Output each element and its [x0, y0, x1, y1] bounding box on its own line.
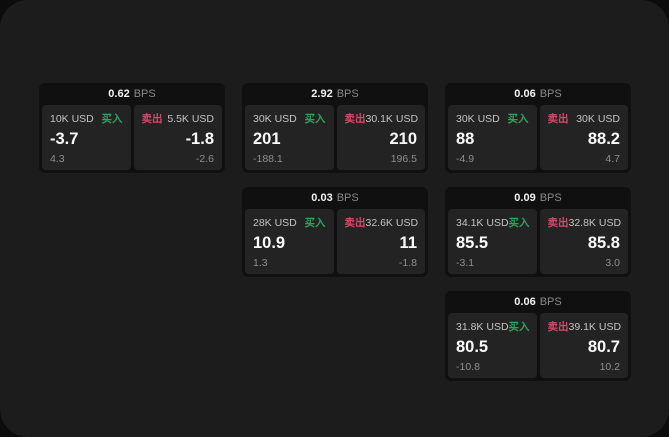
quote-panels: 28K USD 买入 10.9 1.3 卖出 32.6K USD 11 -1.8 [245, 209, 425, 274]
sell-delta: -2.6 [195, 153, 214, 165]
card-header: 0.09 BPS [445, 187, 631, 209]
quote-card[interactable]: 2.92 BPS 30K USD 买入 201 -188.1 卖出 30.1K … [242, 83, 428, 173]
buy-price: 88 [456, 130, 475, 149]
buy-delta: 4.3 [50, 153, 65, 165]
quote-panels: 30K USD 买入 201 -188.1 卖出 30.1K USD 210 1… [245, 105, 425, 170]
buy-price: 80.5 [456, 338, 489, 357]
sell-price: -1.8 [185, 130, 214, 149]
sell-panel[interactable]: 卖出 39.1K USD 80.7 10.2 [539, 313, 628, 378]
sell-delta: 10.2 [599, 361, 620, 373]
bps-unit-label: BPS [336, 88, 359, 100]
quote-panels: 31.8K USD 买入 80.5 -10.8 卖出 39.1K USD 80.… [448, 313, 628, 378]
sell-tag[interactable]: 卖出 [344, 217, 366, 229]
buy-tag[interactable]: 买入 [304, 217, 326, 229]
sell-amount: 30.1K USD [365, 112, 419, 125]
bps-value: 0.62 [108, 88, 130, 100]
buy-tag[interactable]: 买入 [101, 113, 123, 125]
buy-price: 10.9 [253, 234, 286, 253]
quote-card[interactable]: 0.62 BPS 10K USD 买入 -3.7 4.3 卖出 5.5K USD… [39, 83, 225, 173]
sell-price: 80.7 [587, 338, 620, 357]
buy-panel[interactable]: 34.1K USD 买入 85.5 -3.1 [448, 209, 537, 274]
buy-delta: -188.1 [253, 153, 283, 165]
buy-delta: -3.1 [456, 257, 475, 269]
sell-price: 88.2 [587, 130, 620, 149]
sell-amount: 5.5K USD [167, 112, 214, 125]
sell-amount: 39.1K USD [568, 320, 622, 333]
bps-value: 0.06 [514, 296, 536, 308]
buy-price: -3.7 [50, 130, 79, 149]
sell-tag[interactable]: 卖出 [547, 321, 569, 333]
buy-tag[interactable]: 买入 [304, 113, 326, 125]
quote-card[interactable]: 0.06 BPS 31.8K USD 买入 80.5 -10.8 卖出 39.1… [445, 291, 631, 381]
buy-delta: -4.9 [456, 153, 475, 165]
sell-price: 210 [389, 130, 417, 149]
sell-panel[interactable]: 卖出 32.6K USD 11 -1.8 [336, 209, 425, 274]
quote-card[interactable]: 0.09 BPS 34.1K USD 买入 85.5 -3.1 卖出 32.8K… [445, 187, 631, 277]
buy-tag[interactable]: 买入 [508, 217, 530, 229]
bps-value: 0.09 [514, 192, 536, 204]
sell-panel[interactable]: 卖出 30K USD 88.2 4.7 [539, 105, 628, 170]
sell-tag[interactable]: 卖出 [141, 113, 163, 125]
sell-tag[interactable]: 卖出 [547, 217, 569, 229]
bps-value: 2.92 [311, 88, 333, 100]
sell-price: 11 [399, 234, 417, 253]
buy-panel[interactable]: 10K USD 买入 -3.7 4.3 [42, 105, 131, 170]
bps-unit-label: BPS [336, 192, 359, 204]
bps-value: 0.03 [311, 192, 333, 204]
buy-amount: 10K USD [50, 112, 94, 125]
sell-tag[interactable]: 卖出 [547, 113, 569, 125]
sell-amount: 32.8K USD [568, 216, 622, 229]
buy-panel[interactable]: 30K USD 买入 201 -188.1 [245, 105, 334, 170]
quote-panels: 10K USD 买入 -3.7 4.3 卖出 5.5K USD -1.8 -2.… [42, 105, 222, 170]
quote-card[interactable]: 0.03 BPS 28K USD 买入 10.9 1.3 卖出 32.6K US… [242, 187, 428, 277]
quote-card[interactable]: 0.06 BPS 30K USD 买入 88 -4.9 卖出 30K USD 8… [445, 83, 631, 173]
sell-delta: 196.5 [390, 153, 417, 165]
card-header: 2.92 BPS [242, 83, 428, 105]
sell-delta: 3.0 [605, 257, 620, 269]
buy-panel[interactable]: 30K USD 买入 88 -4.9 [448, 105, 537, 170]
buy-price: 201 [253, 130, 281, 149]
buy-amount: 31.8K USD [456, 320, 509, 333]
sell-tag[interactable]: 卖出 [344, 113, 366, 125]
buy-amount: 30K USD [253, 112, 297, 125]
sell-delta: -1.8 [398, 257, 417, 269]
buy-panel[interactable]: 31.8K USD 买入 80.5 -10.8 [448, 313, 537, 378]
buy-tag[interactable]: 买入 [508, 321, 530, 333]
sell-delta: 4.7 [605, 153, 620, 165]
buy-price: 85.5 [456, 234, 489, 253]
quote-panels: 34.1K USD 买入 85.5 -3.1 卖出 32.8K USD 85.8… [448, 209, 628, 274]
sell-panel[interactable]: 卖出 5.5K USD -1.8 -2.6 [133, 105, 222, 170]
bps-unit-label: BPS [539, 88, 562, 100]
buy-amount: 34.1K USD [456, 216, 509, 229]
bps-unit-label: BPS [539, 296, 562, 308]
sell-panel[interactable]: 卖出 30.1K USD 210 196.5 [336, 105, 425, 170]
bps-unit-label: BPS [539, 192, 562, 204]
bps-value: 0.06 [514, 88, 536, 100]
sell-amount: 32.6K USD [365, 216, 419, 229]
quote-panels: 30K USD 买入 88 -4.9 卖出 30K USD 88.2 4.7 [448, 105, 628, 170]
card-header: 0.06 BPS [445, 83, 631, 105]
card-header: 0.06 BPS [445, 291, 631, 313]
bps-unit-label: BPS [133, 88, 156, 100]
buy-tag[interactable]: 买入 [507, 113, 529, 125]
sell-amount: 30K USD [576, 112, 620, 125]
buy-panel[interactable]: 28K USD 买入 10.9 1.3 [245, 209, 334, 274]
buy-amount: 30K USD [456, 112, 500, 125]
buy-delta: -10.8 [456, 361, 480, 373]
card-header: 0.03 BPS [242, 187, 428, 209]
buy-delta: 1.3 [253, 257, 268, 269]
sell-price: 85.8 [587, 234, 620, 253]
buy-amount: 28K USD [253, 216, 297, 229]
card-header: 0.62 BPS [39, 83, 225, 105]
sell-panel[interactable]: 卖出 32.8K USD 85.8 3.0 [539, 209, 628, 274]
